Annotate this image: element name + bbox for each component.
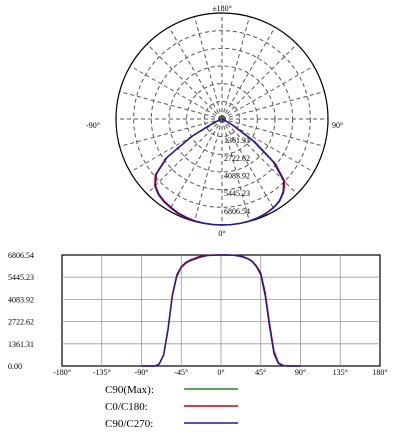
x-tick-label: 135° [333,368,348,377]
polar-spoke [146,43,223,120]
polar-radial-tick-label: 6806.54 [224,207,250,216]
cartesian-series-c90c270 [141,254,301,367]
polar-diagram: 1361.31 2722.62 4083.92 5445.23 6806.54 ±180… [86,4,343,238]
angle-label-top: ±180° [212,4,232,13]
x-tick-label: -180° [53,368,71,377]
polar-radial-tick-label: 2722.62 [224,154,250,163]
legend: C90(Max): C0/C180: C90/C270: [105,384,238,430]
angle-label-left: -90° [86,121,100,130]
y-tick-label: 5445.23 [8,273,34,282]
y-tick-label: 1361.31 [8,340,34,349]
polar-radial-tick-label: 5445.23 [224,189,250,198]
polar-curves [154,118,286,226]
cartesian-grid [61,254,381,367]
polar-spoke [221,43,298,120]
angle-label-bottom: 0° [218,229,225,238]
y-tick-label: 6806.54 [8,251,34,260]
polar-spoke [221,118,250,222]
legend-label-c90c270: C90/C270: [105,418,153,430]
polar-spoke [194,16,223,120]
cartesian-chart: 0.001361.312722.624083.925445.236806.54 … [8,251,388,377]
polar-radial-tick-label: 1361.31 [224,136,250,145]
polar-ring [133,30,311,208]
y-tick-label: 2722.62 [8,318,34,327]
x-tick-label: 90° [295,368,306,377]
polar-spoke [221,118,276,212]
legend-item-c90c270: C90/C270: [105,418,238,430]
polar-spoke [146,118,223,195]
y-tick-labels: 0.00 1361.31 2722.62 4083.92 5445.23 6806.54 [8,251,34,371]
legend-item-c0c180: C0/C180: [105,401,238,413]
legend-item-c90max: C90(Max): [105,384,238,396]
polar-spoke [221,26,276,120]
polar-spoke [221,65,315,120]
polar-spoke [221,91,325,120]
polar-spoke [194,118,223,222]
x-tick-label: 45° [255,368,266,377]
polar-spoke [168,118,223,212]
polar-spoke [119,91,223,120]
polar-series-c90c270 [154,118,285,226]
legend-label-c90max: C90(Max): [105,384,154,396]
polar-radial-tick-label: 4083.92 [224,172,250,181]
x-tick-label: 0° [217,368,224,377]
x-tick-label: -45° [174,368,188,377]
x-tick-labels: -180° -135° -90° -45° 0° 45° 90° 135° 180° [53,368,388,377]
x-tick-label: -135° [93,368,111,377]
cartesian-curves [141,254,301,367]
polar-spoke [221,118,298,195]
polar-grid [115,12,329,226]
polar-spoke [168,26,223,120]
polar-spoke [221,16,250,120]
legend-label-c0c180: C0/C180: [105,401,148,413]
angle-label-right: 90° [332,121,343,130]
y-tick-label: 0.00 [8,362,22,371]
y-tick-label: 4083.92 [8,295,34,304]
polar-spoke [129,65,223,120]
polar-spoke [221,118,325,147]
x-tick-label: 180° [372,368,387,377]
polar-radial-ticks: 1361.31 2722.62 4083.92 5445.23 6806.54 [224,136,250,216]
x-tick-label: -90° [135,368,149,377]
polar-spoke [119,118,223,147]
